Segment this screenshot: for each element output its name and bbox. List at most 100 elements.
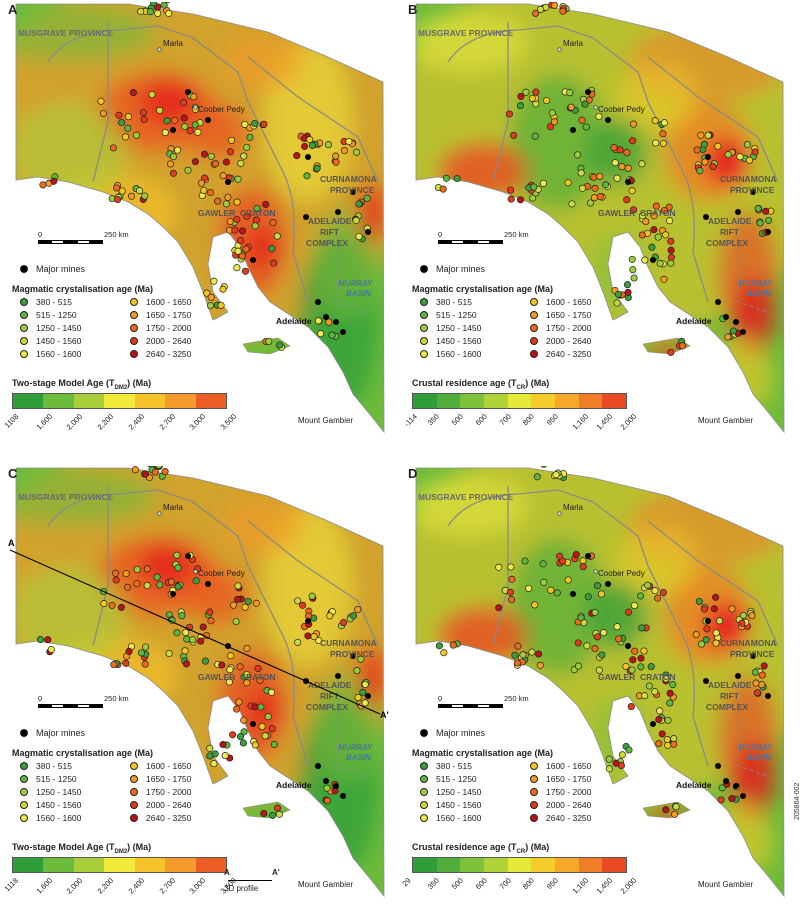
colorbar-tick-label: 2,700 bbox=[157, 875, 177, 896]
colorbar: Two-stage Model Age (TDM2) (Ma) 1108 1,600… bbox=[3, 378, 238, 435]
map-label-coober-pedy: Coober Pedy bbox=[198, 105, 245, 114]
major-mine-marker bbox=[333, 783, 339, 789]
sample-point bbox=[294, 597, 302, 605]
legend-item: 380 - 515 bbox=[420, 761, 510, 771]
colorbar-tick-label: 1,160 bbox=[570, 411, 591, 432]
sample-point bbox=[574, 662, 583, 670]
sample-point bbox=[656, 707, 664, 715]
colorbar-tick-label: 500 bbox=[449, 411, 465, 428]
sample-point bbox=[243, 143, 251, 151]
sample-point bbox=[114, 195, 122, 204]
sample-point bbox=[323, 797, 331, 805]
sample-point bbox=[641, 692, 649, 700]
sample-point bbox=[173, 629, 181, 637]
major-mine-marker bbox=[605, 117, 611, 123]
sample-point bbox=[442, 174, 450, 182]
sample-point bbox=[743, 141, 752, 149]
sample-point bbox=[139, 109, 147, 117]
sample-point bbox=[251, 703, 259, 711]
sample-point bbox=[155, 466, 163, 469]
sample-point bbox=[507, 186, 515, 194]
legend-swatch bbox=[130, 298, 138, 306]
sample-point bbox=[254, 664, 262, 673]
sample-point bbox=[716, 617, 724, 625]
sample-point bbox=[127, 192, 136, 200]
major-mine-marker bbox=[605, 581, 611, 587]
sample-point bbox=[235, 698, 243, 706]
legend-swatch bbox=[420, 298, 428, 306]
panel-b: MUSGRAVE PROVINCE Marla Coober Pedy CURNAMO… bbox=[402, 2, 793, 442]
sample-point bbox=[253, 204, 261, 213]
sample-point bbox=[624, 608, 633, 616]
map-label-murray-2: BASIN bbox=[746, 289, 771, 298]
sample-point bbox=[703, 625, 711, 633]
profile-key-a: A bbox=[224, 868, 230, 877]
sample-point bbox=[228, 136, 236, 144]
sample-point bbox=[435, 642, 443, 650]
sample-point bbox=[191, 158, 199, 166]
sample-point bbox=[531, 132, 539, 140]
sample-point bbox=[656, 260, 664, 268]
sample-point bbox=[618, 751, 626, 759]
sample-point bbox=[507, 563, 515, 571]
sample-point bbox=[513, 659, 521, 667]
colorbar-tick-label: -114 bbox=[402, 411, 419, 429]
legend-item-label: 515 - 1250 bbox=[436, 774, 477, 784]
legend-title: Magmatic crystalisation age (Ma) bbox=[12, 748, 154, 758]
sample-point bbox=[294, 638, 302, 646]
sample-point bbox=[628, 255, 636, 263]
colorbar-tick-label: 2,200 bbox=[95, 875, 116, 896]
legend-item-label: 1600 - 1650 bbox=[146, 297, 192, 307]
major-mine-marker bbox=[723, 314, 729, 320]
sample-point bbox=[269, 811, 277, 819]
sample-point bbox=[597, 590, 606, 598]
scale-zero: 0 bbox=[438, 230, 443, 239]
colorbar-swatches bbox=[12, 856, 227, 873]
sample-point bbox=[124, 124, 132, 132]
legend-item: 1250 - 1450 bbox=[420, 323, 510, 333]
sample-point bbox=[530, 183, 538, 191]
legend-mines-label: Major mines bbox=[436, 264, 486, 274]
sample-point bbox=[712, 593, 720, 601]
legend-item-label: 380 - 515 bbox=[436, 761, 472, 771]
colorbar-title-subscript: DM2 bbox=[114, 848, 128, 855]
sample-point bbox=[670, 740, 678, 748]
sample-point bbox=[244, 597, 252, 606]
sample-point bbox=[637, 663, 645, 671]
legend-item: 1560 - 1600 bbox=[420, 349, 510, 359]
sample-point bbox=[559, 7, 567, 15]
map-label-marla: Marla bbox=[163, 503, 184, 512]
legend-item-label: 1750 - 2000 bbox=[146, 787, 192, 797]
major-mine-marker bbox=[625, 179, 631, 185]
major-mine-marker bbox=[250, 257, 256, 263]
sample-point bbox=[236, 733, 245, 741]
sample-point bbox=[624, 288, 632, 296]
sample-point bbox=[644, 581, 652, 589]
scale-bar: 0 250 km bbox=[438, 694, 568, 716]
mine-icon bbox=[420, 729, 428, 737]
colorbar-tick-label: 950 bbox=[544, 875, 561, 892]
colorbar-swatch bbox=[13, 393, 44, 408]
colorbar-swatch bbox=[413, 393, 437, 408]
sample-point bbox=[339, 619, 348, 627]
legend-item-label: 1560 - 1600 bbox=[36, 349, 82, 359]
major-mine-marker bbox=[170, 127, 176, 133]
sample-point bbox=[252, 599, 260, 607]
sample-point bbox=[659, 139, 667, 147]
colorbar-title-text: Two-stage Model Age (T bbox=[12, 842, 115, 852]
legend-swatch bbox=[20, 324, 28, 332]
scale-end: 250 km bbox=[504, 230, 529, 239]
major-mine-marker bbox=[335, 209, 341, 215]
legend-item: 380 - 515 bbox=[20, 761, 110, 771]
legend-item: 1600 - 1650 bbox=[130, 297, 220, 307]
sample-point bbox=[221, 752, 229, 760]
colorbar-title-unit: ) (Ma) bbox=[525, 842, 550, 852]
sample-point bbox=[243, 670, 251, 679]
sample-point bbox=[631, 647, 639, 655]
sample-point bbox=[217, 301, 225, 309]
sample-point bbox=[660, 206, 668, 215]
sample-point bbox=[231, 226, 239, 234]
sample-point bbox=[758, 671, 766, 679]
sample-point bbox=[232, 617, 240, 626]
sample-point bbox=[629, 120, 637, 128]
